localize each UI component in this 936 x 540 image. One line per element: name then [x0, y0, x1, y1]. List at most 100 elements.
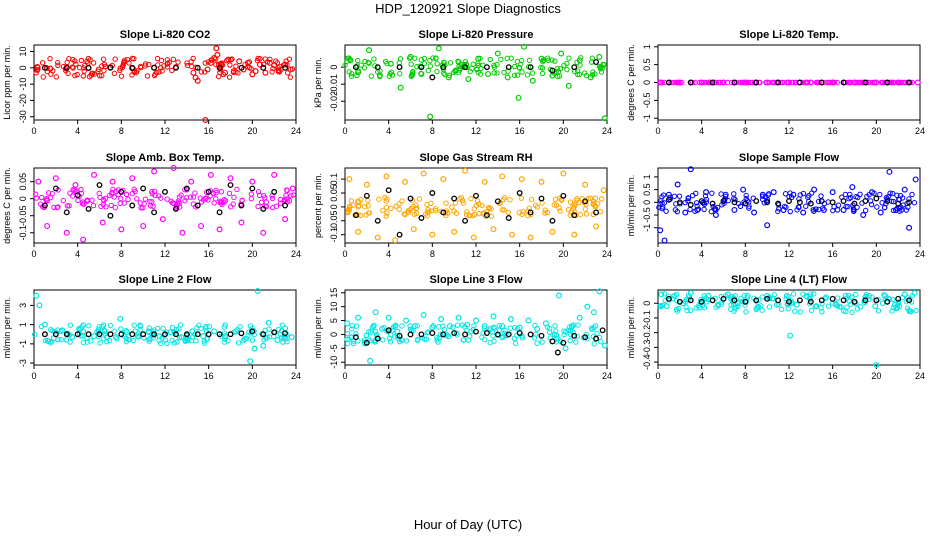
data-point — [470, 234, 477, 241]
data-point — [512, 340, 519, 346]
data-point — [179, 229, 186, 236]
hourly-point — [906, 79, 913, 86]
data-point — [435, 45, 442, 52]
data-point — [245, 333, 251, 339]
data-point — [63, 229, 70, 236]
panel-7: Slope Line 2 Flow ml/min per min. 0 4 8 12 16 2… — [2, 274, 301, 381]
data-point — [372, 309, 379, 316]
panel-1: Slope Li-820 CO2 Licor ppm per min. 0 4 8 12 1… — [2, 29, 301, 136]
y-axis-label: ml/min per min. — [626, 175, 636, 237]
data-point — [547, 325, 553, 332]
data-point — [874, 204, 880, 210]
data-point — [194, 77, 201, 84]
data-point — [260, 229, 267, 236]
x-tick-label: 8 — [119, 371, 124, 381]
hourly-point — [216, 64, 223, 71]
data-point — [257, 56, 263, 62]
data-point — [358, 62, 364, 68]
data-point — [284, 70, 291, 76]
data-point — [438, 316, 445, 323]
data-point — [146, 336, 152, 343]
data-point — [698, 79, 705, 86]
data-point — [413, 202, 419, 208]
hourly-point — [742, 200, 749, 207]
data-point — [812, 206, 819, 212]
hourly-point — [140, 185, 147, 192]
data-point — [107, 192, 113, 199]
data-point — [694, 206, 701, 213]
hourly-point — [571, 212, 578, 219]
data-point — [475, 62, 481, 69]
hourly-point — [516, 330, 523, 337]
hourly-point — [807, 200, 814, 207]
hourly-point — [249, 185, 256, 192]
data-point — [140, 222, 147, 229]
data-point — [425, 67, 431, 74]
data-point — [516, 209, 522, 216]
data-point — [182, 197, 188, 204]
data-point — [368, 73, 375, 79]
data-point — [164, 64, 171, 70]
x-tick-label: 16 — [515, 126, 525, 136]
data-point — [875, 308, 882, 314]
data-point — [110, 186, 116, 193]
data-point — [230, 68, 237, 75]
data-point — [366, 328, 372, 335]
data-point — [447, 60, 454, 66]
data-point — [350, 340, 357, 347]
data-point — [590, 69, 596, 75]
data-point — [449, 204, 455, 210]
hourly-point — [151, 209, 158, 216]
data-point — [811, 186, 818, 193]
x-tick-label: 8 — [743, 126, 748, 136]
data-point — [518, 176, 525, 183]
hourly-point — [884, 298, 891, 305]
data-point — [100, 322, 107, 328]
hourly-point — [172, 331, 179, 338]
hourly-point — [462, 217, 469, 224]
data-point — [123, 329, 130, 336]
data-point — [349, 71, 355, 77]
data-point — [247, 358, 254, 365]
data-point — [427, 57, 433, 64]
data-point — [481, 178, 488, 185]
data-point — [687, 206, 693, 213]
y-tick-label: -10 — [329, 356, 339, 369]
data-point — [72, 72, 78, 79]
data-point — [78, 57, 85, 64]
data-point — [756, 297, 762, 303]
data-point — [577, 62, 583, 68]
data-point — [755, 303, 762, 310]
hourly-point — [505, 331, 512, 338]
data-point — [514, 58, 520, 65]
hourly-point — [494, 198, 501, 205]
data-point — [576, 71, 583, 78]
data-point — [860, 212, 867, 219]
data-point — [544, 209, 551, 216]
data-point — [388, 205, 394, 212]
series-all — [344, 288, 608, 364]
data-point — [71, 187, 77, 194]
data-point — [202, 116, 209, 123]
data-point — [455, 314, 462, 321]
data-point — [785, 305, 791, 312]
data-point — [401, 211, 407, 217]
data-point — [414, 323, 421, 329]
hourly-point — [172, 205, 179, 212]
data-point — [569, 323, 576, 330]
data-point — [204, 66, 211, 73]
data-point — [715, 301, 722, 308]
data-point — [728, 296, 734, 302]
data-point — [474, 198, 481, 204]
data-point — [235, 340, 242, 346]
data-point — [847, 301, 854, 307]
data-point — [144, 73, 151, 79]
data-point — [363, 181, 370, 188]
data-point — [399, 198, 405, 204]
data-point — [421, 60, 428, 67]
data-point — [228, 204, 234, 210]
hourly-point — [385, 327, 392, 334]
data-point — [150, 335, 157, 341]
data-point — [501, 207, 507, 213]
data-point — [271, 171, 278, 178]
